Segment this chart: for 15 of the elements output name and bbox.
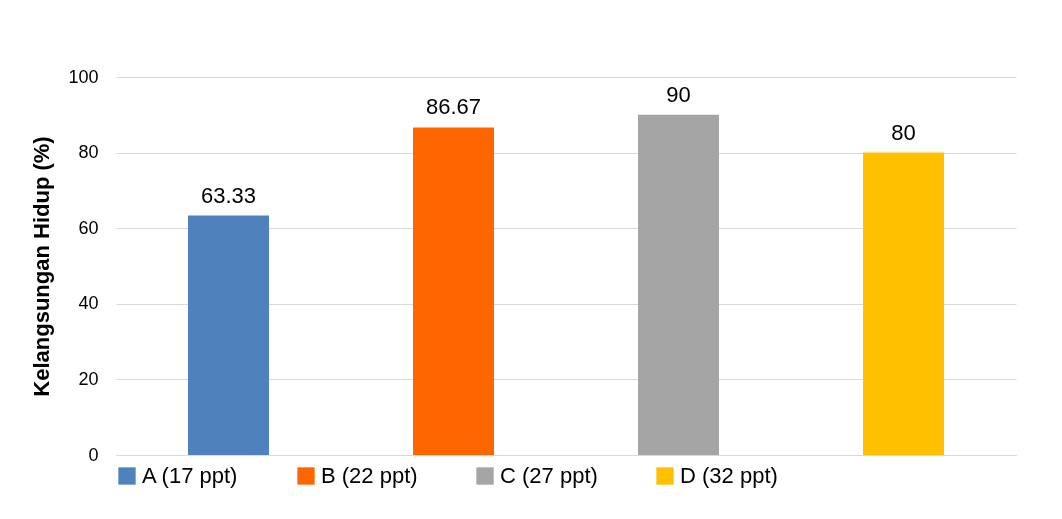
y-tick-label: 80 <box>78 142 99 163</box>
legend-label: B (22 ppt) <box>321 463 418 488</box>
data-label: 86.67 <box>425 94 482 120</box>
y-tick-label: 0 <box>88 444 99 465</box>
legend-label: D (32 ppt) <box>680 463 778 488</box>
y-tick-label: 60 <box>78 217 99 238</box>
data-label: 90 <box>666 81 691 107</box>
data-label: 63.33 <box>200 182 257 208</box>
legend-label: A (17 ppt) <box>142 463 238 488</box>
y-tick-label: 40 <box>78 293 99 314</box>
y-tick-label: 100 <box>68 66 99 87</box>
y-axis-title: Kelangsungan Hidup (%) <box>29 136 55 397</box>
data-label: 80 <box>891 119 916 145</box>
legend-label: C (27 ppt) <box>500 463 598 488</box>
y-tick-label: 20 <box>78 368 99 389</box>
